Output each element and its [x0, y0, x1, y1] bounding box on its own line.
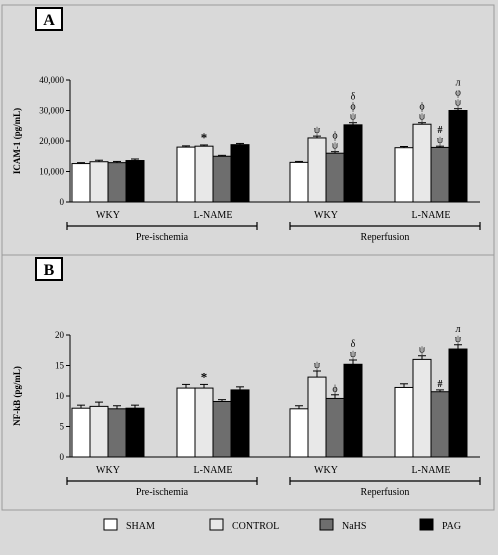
- y-tick-label: 30,000: [39, 106, 64, 116]
- y-tick-label: 5: [60, 422, 65, 432]
- significance-marker: ψ: [350, 112, 357, 123]
- legend-label: SHAM: [126, 521, 155, 532]
- category-label: L-NAME: [194, 465, 233, 476]
- legend-label: NaHS: [342, 521, 366, 532]
- bar-nahs: [325, 152, 345, 203]
- significance-marker: #: [438, 125, 443, 136]
- bar-control: [89, 161, 109, 203]
- significance-marker: *: [201, 369, 208, 384]
- significance-marker: ψ: [455, 334, 462, 345]
- significance-marker: л: [456, 324, 461, 335]
- bar-sham: [394, 147, 414, 203]
- period-label: Pre-ischemia: [136, 232, 189, 243]
- category-label: WKY: [314, 465, 338, 476]
- category-label: L-NAME: [194, 210, 233, 221]
- legend: SHAM CONTROL NaHS PAG: [103, 518, 461, 532]
- panel-letter: B: [44, 262, 55, 279]
- bar-sham: [71, 163, 91, 203]
- bar-sham: [394, 386, 414, 458]
- bar-nahs: [107, 162, 127, 203]
- significance-marker: ψ: [350, 349, 357, 360]
- category-label: L-NAME: [412, 465, 451, 476]
- bar-pag: [343, 124, 363, 203]
- bar-pag: [448, 110, 468, 203]
- bar-pag: [448, 348, 468, 458]
- bar-sham: [176, 387, 196, 458]
- legend-swatch-nahs: [319, 518, 334, 531]
- significance-marker: ψ: [314, 125, 321, 136]
- bar-control: [412, 358, 432, 458]
- legend-swatch-sham: [103, 518, 118, 531]
- bar-nahs: [325, 397, 345, 458]
- legend-swatch-control: [209, 518, 224, 531]
- y-tick-label: 15: [55, 361, 65, 371]
- panel-border: [1, 254, 495, 511]
- significance-marker: ψ: [419, 345, 426, 356]
- significance-marker: δ: [351, 92, 356, 103]
- bar-pag: [230, 144, 250, 203]
- y-tick-label: 10,000: [39, 167, 64, 177]
- bar-control: [194, 387, 214, 458]
- significance-marker: ψ: [314, 360, 321, 371]
- category-label: WKY: [314, 210, 338, 221]
- period-label: Reperfusion: [361, 487, 410, 498]
- bar-nahs: [212, 400, 232, 458]
- y-tick-label: 0: [60, 452, 65, 462]
- panel-letter: A: [43, 12, 55, 29]
- bar-nahs: [107, 408, 127, 458]
- bar-control: [194, 145, 214, 203]
- significance-marker: *: [201, 130, 208, 145]
- y-tick-label: 40,000: [39, 75, 64, 85]
- legend-label: PAG: [442, 521, 461, 532]
- significance-marker: ψ: [332, 141, 339, 152]
- period-label: Pre-ischemia: [136, 487, 189, 498]
- bar-sham: [289, 161, 309, 203]
- category-label: WKY: [96, 210, 120, 221]
- significance-marker: ψ: [419, 112, 426, 123]
- bar-nahs: [212, 155, 232, 203]
- bar-pag: [343, 363, 363, 458]
- bar-nahs: [430, 391, 450, 458]
- period-label: Reperfusion: [361, 232, 410, 243]
- bar-control: [307, 137, 327, 203]
- significance-marker: ϕ: [350, 102, 355, 113]
- bar-control: [307, 376, 327, 458]
- y-tick-label: 20,000: [39, 136, 64, 146]
- y-tick-label: 20: [55, 330, 65, 340]
- bar-pag: [125, 407, 145, 458]
- y-tick-label: 0: [60, 197, 65, 207]
- significance-marker: δ: [351, 339, 356, 350]
- bar-control: [89, 405, 109, 458]
- legend-label: CONTROL: [232, 521, 279, 532]
- bar-sham: [71, 407, 91, 458]
- significance-marker: #: [438, 379, 443, 390]
- bar-sham: [289, 408, 309, 458]
- legend-swatch-pag: [419, 518, 434, 531]
- bar-nahs: [430, 146, 450, 203]
- bar-sham: [176, 146, 196, 203]
- bar-pag: [230, 389, 250, 458]
- significance-marker: ϕ: [419, 102, 424, 113]
- panel-letter-box: [35, 257, 63, 281]
- significance-marker: φ: [455, 88, 461, 99]
- y-tick-label: 10: [55, 391, 65, 401]
- chart-panel-a: A 0 10,000 20,000 30,000 40,000 ICAM-1 (pg/mL)…: [1, 4, 495, 256]
- panel-letter-box: [35, 7, 63, 31]
- significance-marker: ψ: [437, 135, 444, 146]
- significance-marker: ϕ: [332, 384, 337, 395]
- y-axis-label: ICAM-1 (pg/mL): [12, 108, 22, 174]
- bar-pag: [125, 160, 145, 203]
- category-label: WKY: [96, 465, 120, 476]
- category-label: L-NAME: [412, 210, 451, 221]
- y-axis-label: NF-kB (pg/mL): [12, 366, 22, 426]
- significance-marker: л: [456, 78, 461, 89]
- bar-control: [412, 123, 432, 203]
- significance-marker: ψ: [455, 98, 462, 109]
- significance-marker: ϕ: [332, 131, 337, 142]
